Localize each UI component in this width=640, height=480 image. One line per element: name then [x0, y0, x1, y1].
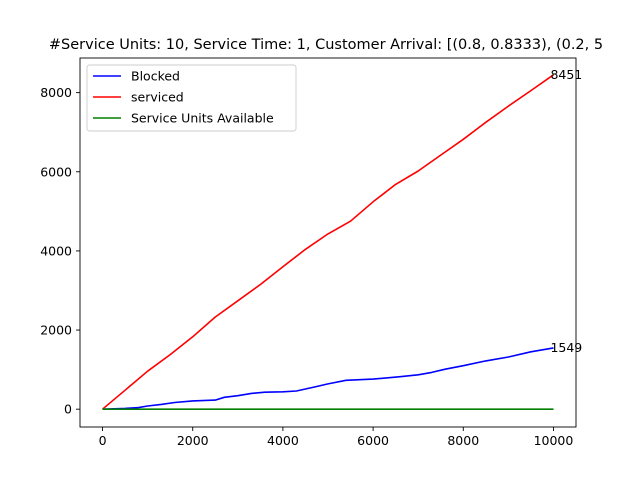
axes-layer: 0 2000 4000 6000 8000 10000 0 2000 4000 6000 8000 — [40, 57, 577, 448]
x-tick-label: 8000 — [447, 433, 479, 448]
series-layer — [101, 74, 554, 411]
x-tick-label: 4000 — [267, 433, 299, 448]
y-tick-label: 8000 — [40, 85, 72, 100]
legend-label: serviced — [131, 90, 184, 105]
legend-box — [86, 64, 297, 132]
x-tick-label: 0 — [99, 433, 107, 448]
legend-label: Service Units Available — [131, 111, 274, 126]
y-tick-label: 0 — [64, 402, 72, 417]
series-line-1 — [101, 74, 554, 410]
data-annotation: 1549 — [550, 340, 582, 355]
x-tick-label: 6000 — [357, 433, 389, 448]
x-tick-label: 2000 — [177, 433, 209, 448]
series-line-0 — [102, 347, 554, 410]
legend: Blocked serviced Service Units Available — [86, 64, 297, 132]
chart-title: #Service Units: 10, Service Time: 1, Cus… — [49, 37, 603, 53]
x-tick-label: 10000 — [534, 433, 574, 448]
data-annotation: 8451 — [550, 67, 582, 82]
annotation-layer: 8451 1549 — [550, 67, 582, 355]
y-tick-label: 4000 — [40, 243, 72, 258]
legend-label: Blocked — [131, 69, 180, 84]
y-tick-label: 6000 — [40, 164, 72, 179]
y-tick-label: 2000 — [40, 323, 72, 338]
axes-frame — [79, 57, 577, 428]
